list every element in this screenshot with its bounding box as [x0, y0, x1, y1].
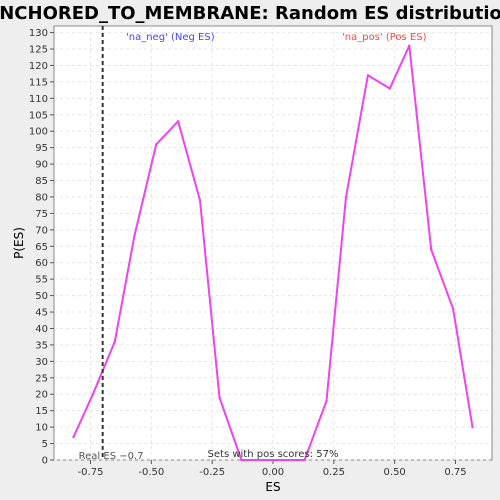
data-point: [176, 120, 180, 123]
data-point: [388, 87, 391, 90]
data-point: [471, 425, 474, 429]
y-tick-label: 95: [35, 143, 48, 154]
y-tick-label: 55: [35, 275, 48, 286]
data-point: [281, 458, 284, 462]
y-tick-label: 125: [29, 45, 48, 56]
x-tick-label: 0.25: [323, 467, 345, 478]
y-tick-label: 35: [35, 340, 48, 351]
series-layer: [72, 44, 474, 462]
data-point: [113, 340, 117, 343]
data-point: [262, 458, 265, 462]
y-tick-label: 25: [35, 373, 48, 384]
y-tick-label: 60: [35, 258, 48, 269]
y-tick-label: 15: [35, 406, 48, 417]
series-line: [72, 44, 474, 461]
y-tick-label: 50: [35, 291, 48, 302]
data-point: [72, 435, 75, 439]
y-tick-label: 65: [35, 242, 48, 253]
data-point: [429, 248, 433, 251]
data-point: [155, 143, 158, 146]
data-point: [325, 399, 328, 403]
y-tick-label: 105: [29, 110, 48, 121]
data-point: [198, 199, 202, 202]
y-tick-label: 40: [35, 324, 48, 335]
x-tick-label: -0.25: [199, 467, 225, 478]
y-tick-label: 90: [35, 160, 48, 171]
data-point: [366, 74, 370, 77]
data-point: [408, 44, 411, 47]
y-tick-label: 115: [29, 77, 48, 88]
y-tick-label: 100: [29, 127, 48, 138]
grid: [54, 26, 492, 461]
y-tick-label: 30: [35, 357, 48, 368]
pos-es-label: 'na_pos' (Pos ES): [342, 32, 427, 43]
data-point: [218, 396, 221, 399]
x-axis-ticks: -0.75 -0.50 -0.25 0.00 0.25 0.50 0.75: [78, 460, 467, 478]
data-point: [133, 235, 136, 238]
y-tick-label: 70: [35, 225, 48, 236]
y-tick-label: 75: [35, 209, 48, 220]
y-tick-label: 80: [35, 192, 48, 203]
y-axis-label: P(ES): [12, 227, 26, 259]
y-tick-label: 130: [29, 28, 48, 39]
data-point: [240, 458, 243, 462]
data-point: [344, 195, 348, 199]
x-tick-label: 0.75: [444, 467, 466, 478]
x-tick-label: 0.00: [262, 467, 284, 478]
y-tick-label: 20: [35, 390, 48, 401]
x-tick-label: -0.50: [138, 467, 164, 478]
real-es-label: Real ES −0.7: [79, 451, 144, 462]
neg-es-label: 'na_neg' (Neg ES): [126, 32, 215, 43]
footer-text: Sets with pos scores: 57%: [208, 449, 339, 460]
y-tick-label: 5: [42, 439, 48, 450]
x-axis-label: ES: [265, 480, 280, 494]
x-tick-label: 0.50: [384, 467, 406, 478]
y-tick-label: 110: [29, 94, 48, 105]
y-tick-label: 45: [35, 308, 48, 319]
data-point: [303, 458, 306, 462]
y-tick-label: 120: [29, 61, 48, 72]
y-tick-label: 0: [42, 456, 48, 467]
y-tick-label: 10: [35, 423, 48, 434]
y-tick-label: 85: [35, 176, 48, 187]
data-point: [451, 307, 455, 310]
data-point: [91, 393, 95, 396]
chart-title: ANCHORED_TO_MEMBRANE: Random ES distribu…: [0, 3, 500, 24]
x-tick-label: -0.75: [78, 467, 104, 478]
y-axis-ticks: 0 5 10 15 20 25 30 35 40 45 50 55 60 65 70 75 80 85 90 95 10…: [29, 28, 54, 467]
